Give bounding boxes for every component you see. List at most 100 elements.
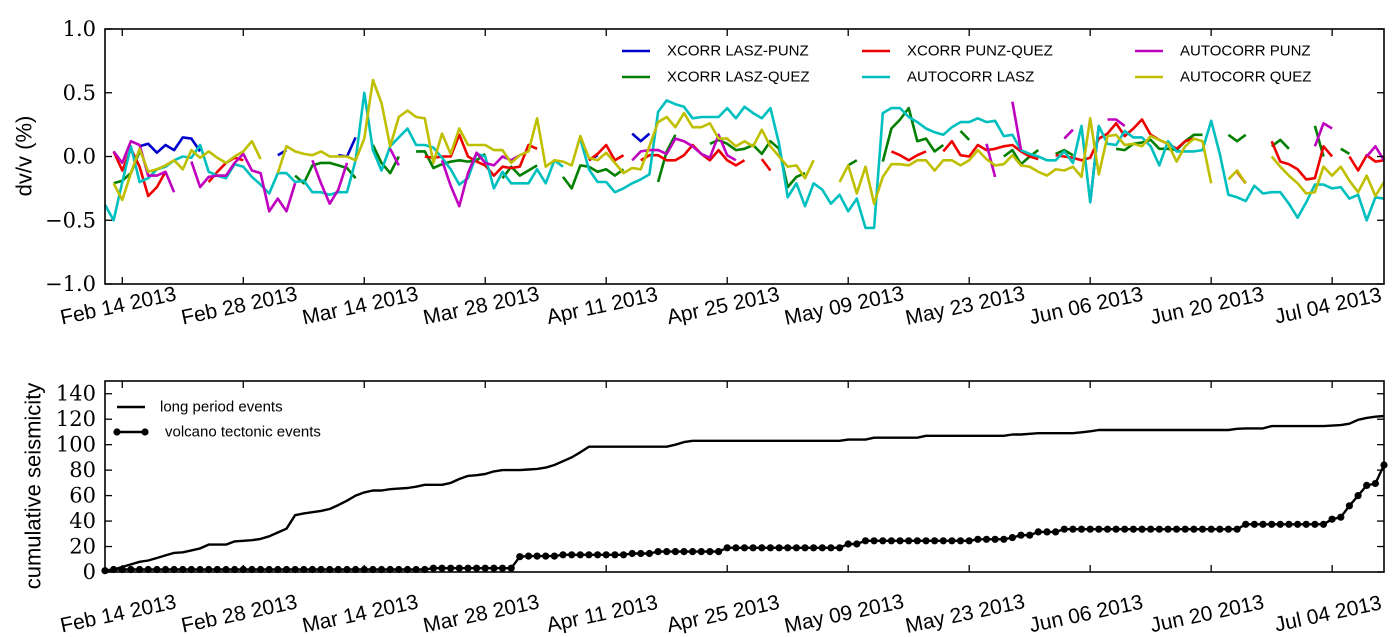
data-point-volcano-tectonic-events (585, 551, 593, 559)
series-autocorr-punz (112, 101, 1386, 213)
legend-label: volcano tectonic events (165, 424, 321, 441)
series-line-xcorr-lasz-quez (1270, 138, 1290, 150)
data-point-volcano-tectonic-events (671, 548, 680, 556)
series-line-xcorr-lasz-punz (631, 132, 651, 143)
legend-entry-xcorr-lasz-punz: XCORR LASZ-PUNZ (622, 43, 809, 60)
y-tick-label: 0 (83, 560, 96, 584)
y-tick-label: 140 (56, 382, 96, 406)
data-point-volcano-tectonic-events (447, 564, 455, 572)
data-point-volcano-tectonic-events (455, 564, 463, 572)
data-point-volcano-tectonic-events (1190, 525, 1198, 533)
series-autocorr-quez (112, 78, 1386, 205)
x-tick-label: Feb 28 2013 (179, 282, 299, 329)
series-line-xcorr-lasz-quez (561, 164, 625, 190)
data-point-volcano-tectonic-events (749, 544, 757, 552)
series-line-autocorr-punz (631, 133, 737, 162)
data-point-volcano-tectonic-events (1285, 520, 1293, 528)
data-point-volcano-tectonic-events (542, 552, 550, 560)
data-point-volcano-tectonic-events (1147, 525, 1155, 533)
data-point-volcano-tectonic-events (1294, 520, 1302, 528)
dvv-axes: Feb 14 2013 Feb 28 2013 Mar 14 2013 Mar 28 … (45, 17, 1384, 330)
data-point-volcano-tectonic-events (870, 537, 878, 545)
y-tick-label: 120 (56, 407, 96, 431)
series-line-autocorr-quez (276, 78, 815, 180)
legend-label: AUTOCORR QUEZ (1180, 69, 1311, 86)
data-point-volcano-tectonic-events (1121, 525, 1129, 533)
series-line-xcorr-punz-quez (112, 147, 167, 198)
series-line-xcorr-lasz-quez (847, 159, 858, 167)
data-point-volcano-tectonic-events (1337, 513, 1345, 521)
series-line-xcorr-lasz-quez (1227, 133, 1247, 143)
dvv-series-group (103, 78, 1386, 230)
data-point-volcano-tectonic-events (602, 551, 610, 559)
series-line-xcorr-punz-quez (1270, 140, 1334, 181)
series-line-autocorr-lasz (579, 99, 1385, 230)
data-point-volcano-tectonic-events (1371, 479, 1379, 488)
data-point-volcano-tectonic-events (1302, 520, 1310, 528)
data-point-volcano-tectonic-events (861, 537, 870, 545)
series-line-autocorr-lasz (103, 91, 564, 222)
data-point-volcano-tectonic-events (533, 552, 541, 560)
series-line-xcorr-lasz-quez (1340, 147, 1351, 156)
data-point-volcano-tectonic-events (473, 564, 481, 572)
series-line-autocorr-punz (311, 159, 349, 205)
data-point-volcano-tectonic-events (974, 535, 982, 543)
data-point-volcano-tectonic-events (913, 537, 921, 545)
legend-marker (113, 428, 121, 436)
data-point-volcano-tectonic-events (844, 540, 852, 548)
series-line-autocorr-punz (985, 143, 997, 178)
data-point-volcano-tectonic-events (1276, 520, 1284, 528)
series-line-xcorr-punz-quez (588, 143, 625, 162)
data-point-volcano-tectonic-events (1268, 520, 1276, 528)
series-line-xcorr-lasz-quez (371, 144, 400, 175)
data-point-volcano-tectonic-events (568, 551, 576, 559)
data-point-volcano-tectonic-events (1345, 502, 1353, 510)
data-point-volcano-tectonic-events (663, 548, 671, 556)
data-point-volcano-tectonic-events (429, 564, 437, 572)
data-point-volcano-tectonic-events (1043, 528, 1051, 536)
data-point-volcano-tectonic-events (1086, 525, 1094, 533)
data-point-volcano-tectonic-events (931, 537, 939, 545)
data-point-volcano-tectonic-events (740, 544, 749, 552)
data-point-volcano-tectonic-events (922, 537, 930, 545)
data-point-volcano-tectonic-events (784, 544, 792, 552)
data-point-volcano-tectonic-events (1155, 525, 1163, 533)
seismicity-legend: long period events volcano tectonic event… (113, 399, 321, 441)
series-line-volcano-tectonic-events (104, 464, 1386, 572)
data-point-volcano-tectonic-events (516, 553, 524, 561)
legend-entry-autocorr-lasz: AUTOCORR LASZ (862, 69, 1034, 86)
data-point-volcano-tectonic-events (1017, 531, 1025, 539)
data-point-volcano-tectonic-events (654, 548, 662, 556)
data-point-volcano-tectonic-events (1250, 520, 1258, 528)
y-tick-label: 100 (56, 433, 96, 457)
data-point-volcano-tectonic-events (611, 551, 619, 559)
series-line-autocorr-quez (112, 139, 262, 202)
data-point-volcano-tectonic-events (706, 548, 714, 556)
data-point-volcano-tectonic-events (594, 551, 602, 559)
legend-label: long period events (160, 399, 283, 416)
data-point-volcano-tectonic-events (680, 548, 688, 556)
y-tick-label: 40 (69, 509, 96, 533)
data-point-volcano-tectonic-events (1181, 525, 1189, 533)
series-line-autocorr-punz (1063, 128, 1074, 140)
data-point-volcano-tectonic-events (1198, 525, 1207, 533)
data-point-volcano-tectonic-events (464, 564, 472, 572)
data-point-volcano-tectonic-events (1363, 481, 1371, 489)
y-tick-label: 60 (69, 484, 96, 508)
legend-entry-xcorr-punz-quez: XCORR PUNZ-QUEZ (862, 43, 1053, 60)
data-point-volcano-tectonic-events (956, 537, 965, 545)
data-point-volcano-tectonic-events (965, 537, 973, 545)
data-point-volcano-tectonic-events (1129, 525, 1137, 533)
series-line-autocorr-quez (1227, 169, 1247, 185)
x-tick-label: Mar 28 2013 (421, 282, 541, 329)
data-point-volcano-tectonic-events (732, 544, 740, 552)
legend-entry-autocorr-quez: AUTOCORR QUEZ (1135, 69, 1311, 86)
data-point-volcano-tectonic-events (836, 544, 844, 552)
x-tick-label: Feb 28 2013 (179, 590, 299, 637)
x-tick-label: May 23 2013 (903, 590, 1027, 637)
series-line-xcorr-punz-quez (424, 133, 538, 177)
seismicity-axes: Feb 14 2013 Feb 28 2013 Mar 14 2013 Mar 28 … (56, 381, 1384, 637)
data-point-volcano-tectonic-events (1103, 525, 1112, 533)
series-line-xcorr-punz-quez (760, 158, 772, 172)
x-tick-label: Mar 14 2013 (300, 282, 420, 329)
